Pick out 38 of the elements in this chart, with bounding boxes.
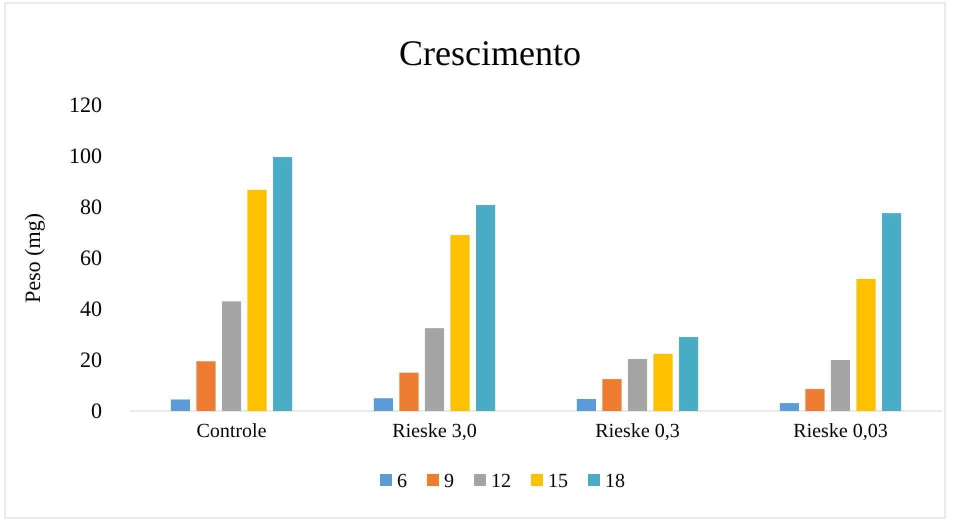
bar bbox=[856, 278, 876, 411]
x-tick-label: Controle bbox=[196, 420, 267, 442]
bar bbox=[602, 379, 622, 411]
bar bbox=[424, 328, 444, 411]
x-tick-label: Rieske 3,0 bbox=[392, 420, 477, 442]
bar bbox=[628, 358, 648, 411]
bar bbox=[476, 204, 496, 411]
legend-label: 9 bbox=[444, 470, 454, 492]
bar bbox=[170, 400, 190, 411]
y-tick-label: 60 bbox=[80, 245, 102, 270]
bar bbox=[196, 361, 216, 411]
bar bbox=[576, 399, 596, 411]
x-tick-label: Rieske 0,3 bbox=[595, 420, 680, 442]
bar bbox=[882, 213, 902, 411]
chart-title: Crescimento bbox=[399, 33, 581, 73]
bar bbox=[805, 389, 825, 411]
legend-label: 12 bbox=[491, 470, 511, 492]
bar bbox=[678, 337, 698, 411]
x-tick-label: Rieske 0,03 bbox=[793, 420, 888, 442]
bar bbox=[374, 398, 394, 411]
legend-label: 6 bbox=[397, 470, 407, 492]
legend-label: 18 bbox=[605, 470, 625, 492]
y-tick-label: 80 bbox=[80, 194, 102, 220]
bar bbox=[272, 157, 292, 411]
bar bbox=[399, 372, 419, 411]
y-tick-label: 40 bbox=[80, 296, 102, 322]
bar bbox=[780, 403, 800, 411]
y-tick-label: 100 bbox=[69, 143, 102, 168]
y-tick-label: 20 bbox=[80, 347, 102, 372]
y-tick-label: 0 bbox=[91, 398, 102, 424]
bar bbox=[830, 360, 850, 411]
legend-label: 15 bbox=[548, 470, 568, 492]
y-axis-title: Peso (mg) bbox=[20, 213, 45, 303]
y-tick-label: 120 bbox=[69, 92, 102, 118]
bar bbox=[222, 301, 242, 411]
bar bbox=[450, 235, 470, 411]
bar bbox=[247, 190, 267, 411]
bar bbox=[653, 354, 673, 411]
